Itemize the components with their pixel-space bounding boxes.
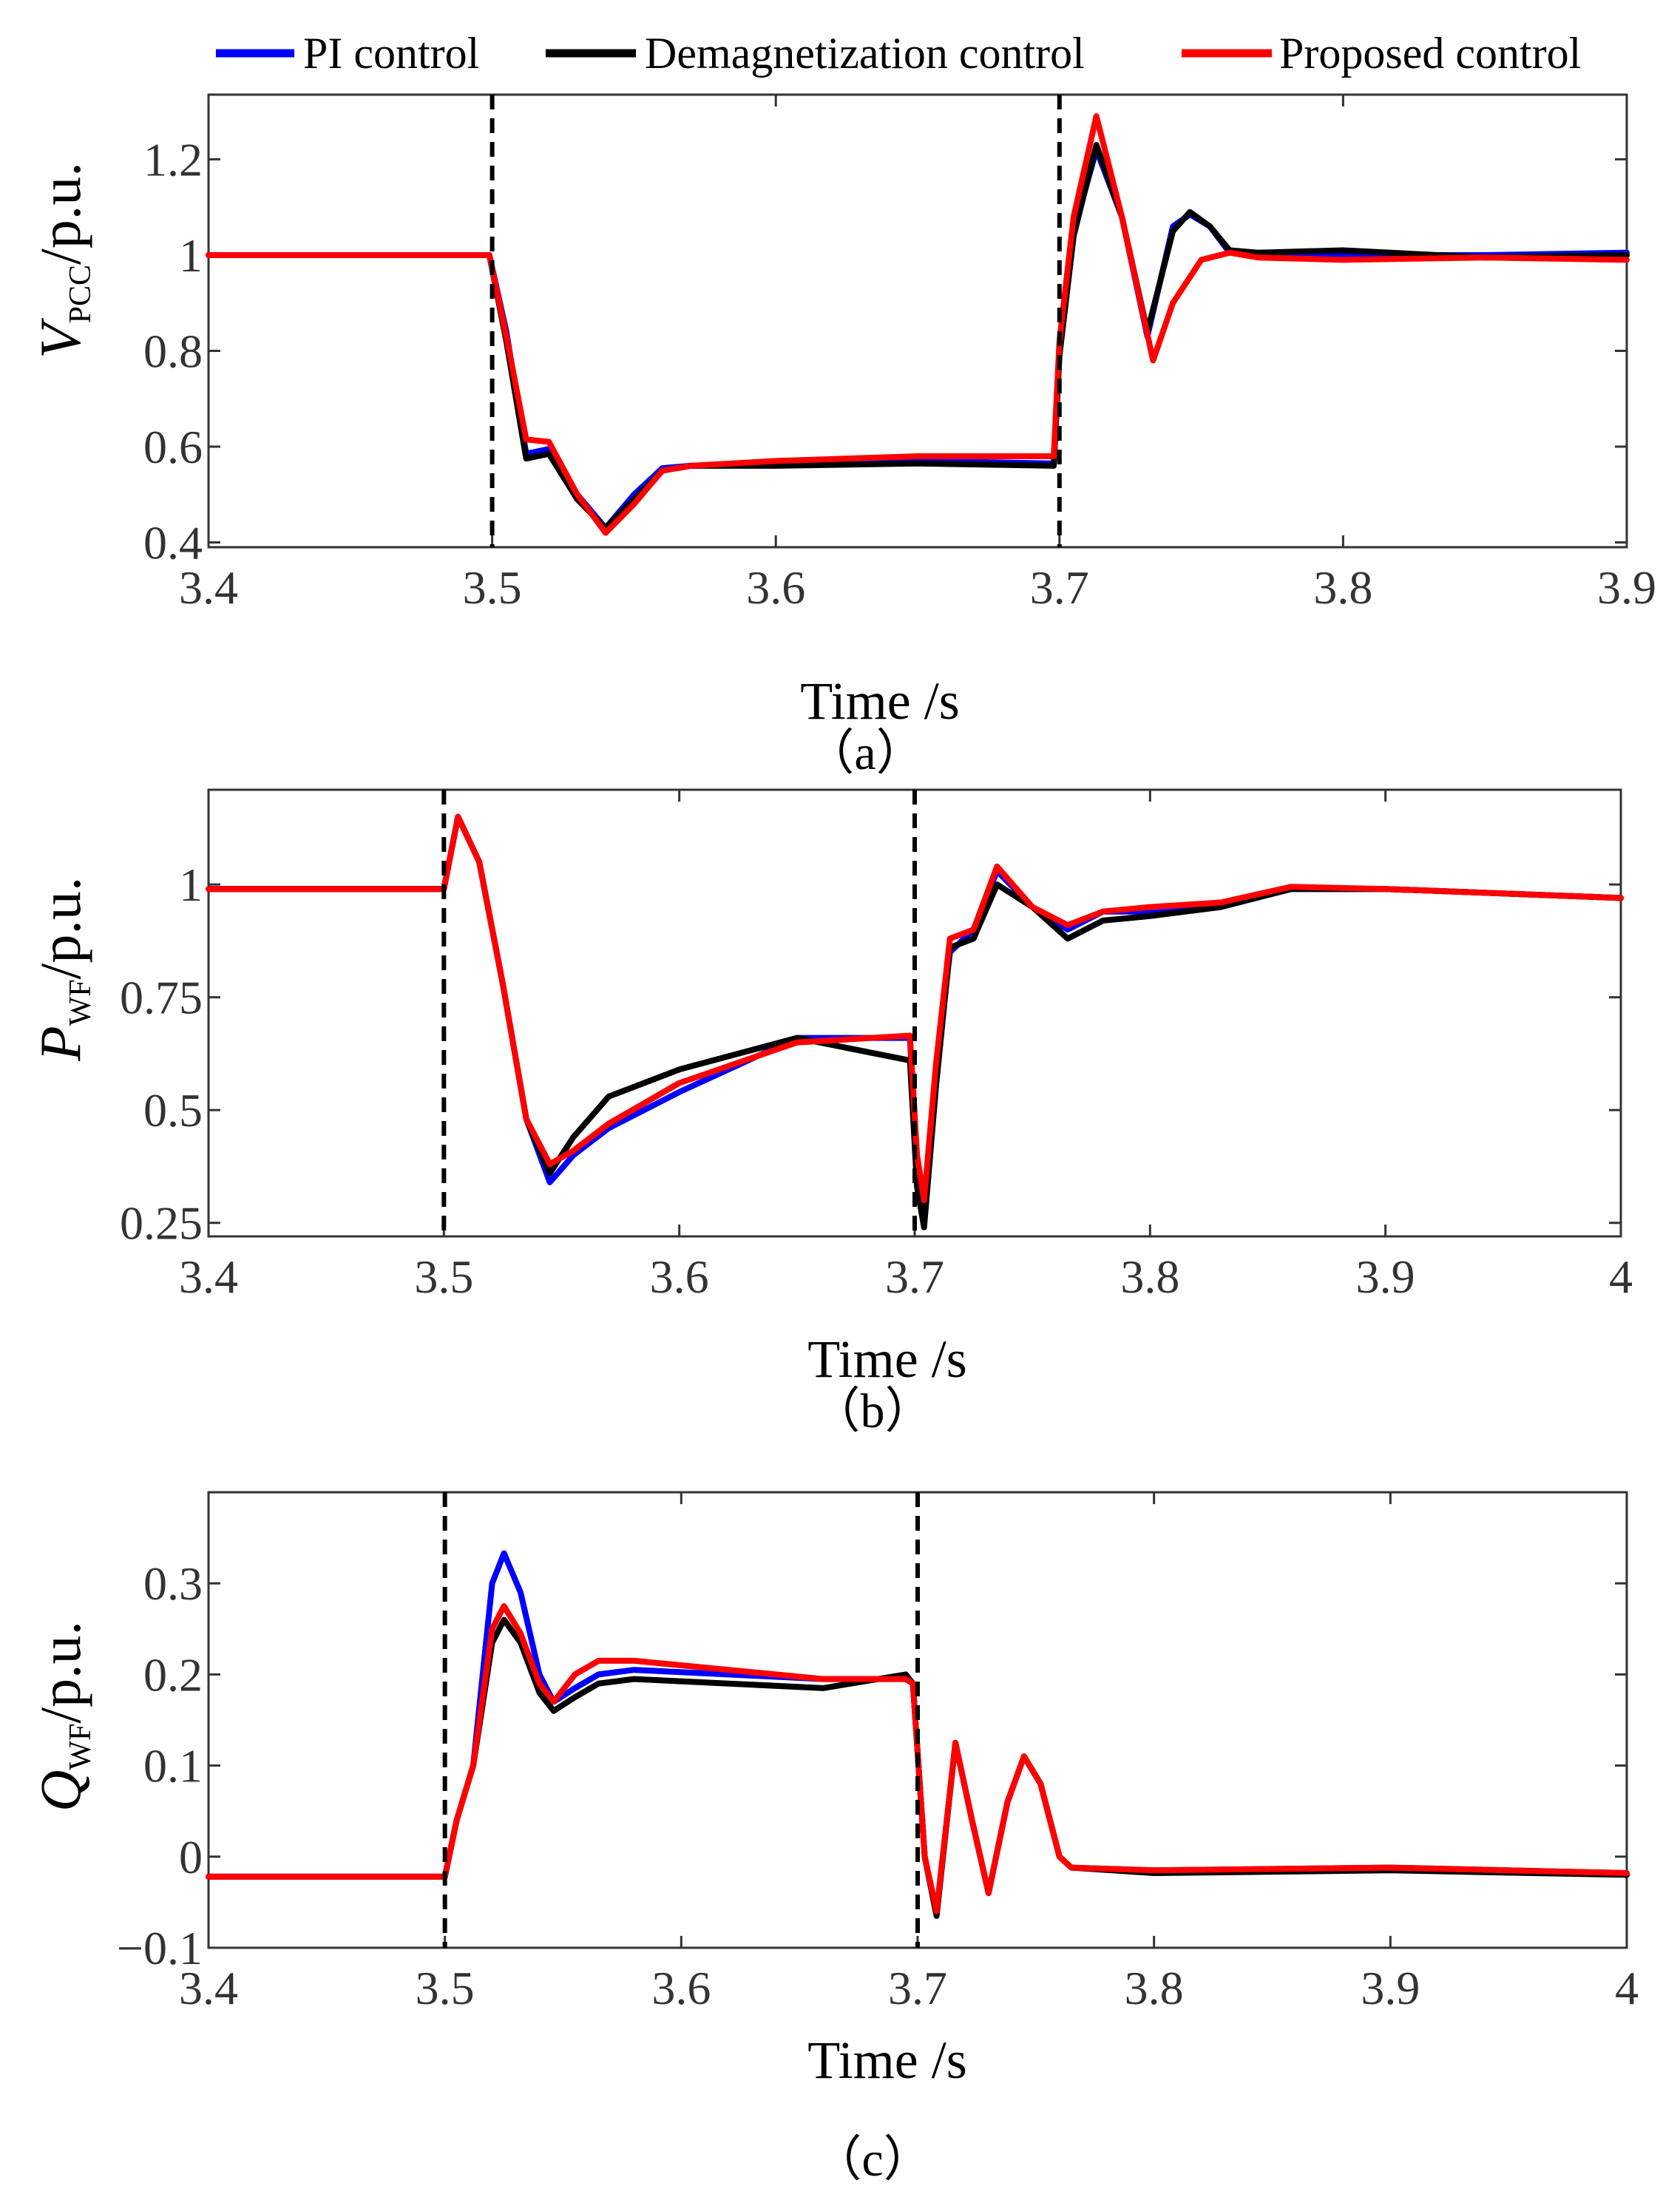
x-tick-label: 3.5 xyxy=(463,561,522,614)
series-line-proposed-control xyxy=(206,813,1624,1204)
x-tick-label: 3.5 xyxy=(416,1962,475,2014)
legend-label-demag: Demagnetization control xyxy=(645,29,1085,78)
panel-c-ylabel-unit: /p.u. xyxy=(28,1621,92,1724)
x-tick-label: 3.9 xyxy=(1361,1962,1420,2014)
panel-b-ylabel-main: P xyxy=(28,1026,92,1062)
y-tick-label: 0.8 xyxy=(143,325,203,377)
x-tick-label: 3.6 xyxy=(650,1250,709,1303)
series-line-pi-control xyxy=(206,146,1630,532)
series-line-proposed-control xyxy=(206,1603,1630,1914)
y-tick-label: 1 xyxy=(179,229,203,282)
panel-a-frame xyxy=(207,93,1628,549)
panel-a-xlabel: Time /s xyxy=(800,671,959,731)
chart-panel-a: 3.4 3.5 3.6 3.7 3.8 3.9 0.4 0.6 0.8 1 1.2 VPCC/p.u… xyxy=(28,93,1656,780)
x-tick-label: 4 xyxy=(1615,1962,1639,2014)
y-tick-label: 1 xyxy=(179,859,203,911)
series-line-demagnetization-control xyxy=(206,142,1630,532)
y-tick-label: 0.2 xyxy=(143,1648,203,1701)
x-tick-label: 3.7 xyxy=(888,1962,947,2014)
panel-c-marks: 3.4 3.5 3.6 3.7 3.8 3.9 4 −0.1 0 0.1 0.2 0.3 xyxy=(117,1491,1639,2014)
legend: PI control Demagnetization control Propo… xyxy=(216,29,1581,78)
chart-panel-c: 3.4 3.5 3.6 3.7 3.8 3.9 4 −0.1 0 0.1 0.2 0.3 QWF/p.… xyxy=(28,1491,1639,2187)
y-tick-label: 0.6 xyxy=(143,421,203,473)
panel-a-marks: 3.4 3.5 3.6 3.7 3.8 3.9 0.4 0.6 0.8 1 1.2 xyxy=(143,93,1656,614)
panel-c-ylabel-main: Q xyxy=(28,1770,92,1812)
y-tick-label: 1.2 xyxy=(143,133,203,186)
x-tick-label: 3.8 xyxy=(1120,1250,1179,1303)
x-tick-label: 3.9 xyxy=(1356,1250,1415,1303)
series-line-proposed-control xyxy=(206,113,1630,536)
x-tick-label: 3.4 xyxy=(179,1962,238,2014)
y-tick-label: 0.75 xyxy=(120,972,203,1024)
x-tick-label: 3.4 xyxy=(179,1250,238,1303)
x-tick-label: 3.8 xyxy=(1125,1962,1184,2014)
x-tick-label: 4 xyxy=(1609,1250,1633,1303)
panel-a-ylabel-unit: /p.u. xyxy=(28,162,92,265)
chart-panel-b: 3.4 3.5 3.6 3.7 3.8 3.9 4 0.25 0.5 0.75 1 PWF/p.u.… xyxy=(28,788,1633,1438)
panel-b-xlabel: Time /s xyxy=(807,1330,966,1389)
y-tick-label: 0.25 xyxy=(120,1197,203,1250)
panel-b-marks: 3.4 3.5 3.6 3.7 3.8 3.9 4 0.25 0.5 0.75 1 xyxy=(120,788,1633,1303)
panel-b-label: （b） xyxy=(812,1384,934,1438)
y-tick-label: 0.3 xyxy=(143,1557,203,1610)
panel-a-ylabel-main: V xyxy=(28,317,92,359)
y-tick-label: −0.1 xyxy=(117,1922,203,1974)
panel-b-ylabel-unit: /p.u. xyxy=(28,877,92,980)
x-tick-label: 3.6 xyxy=(746,561,805,614)
x-tick-label: 3.5 xyxy=(414,1250,473,1303)
panel-a-ylabel: VPCC/p.u. xyxy=(28,162,98,359)
y-tick-label: 0.5 xyxy=(143,1084,203,1137)
panel-c-xlabel: Time /s xyxy=(807,2031,966,2090)
panel-c-ylabel: QWF/p.u. xyxy=(28,1621,98,1812)
series-line-demagnetization-control xyxy=(206,813,1624,1230)
panel-a-label: （a） xyxy=(805,726,924,780)
x-tick-label: 3.8 xyxy=(1313,561,1372,614)
y-tick-label: 0 xyxy=(179,1831,203,1883)
panel-a-ylabel-sub: PCC xyxy=(64,265,98,323)
x-tick-label: 3.7 xyxy=(1030,561,1089,614)
panel-c-ylabel-sub: WF xyxy=(64,1724,98,1770)
x-tick-label: 3.9 xyxy=(1597,561,1656,614)
legend-label-proposed: Proposed control xyxy=(1279,29,1581,78)
x-tick-label: 3.7 xyxy=(885,1250,944,1303)
panel-b-ylabel: PWF/p.u. xyxy=(28,877,98,1062)
panel-b-ylabel-sub: WF xyxy=(64,979,98,1026)
legend-label-pi: PI control xyxy=(303,29,479,78)
panel-c-label: （c） xyxy=(813,2133,932,2187)
y-tick-label: 0.1 xyxy=(143,1740,203,1792)
x-tick-label: 3.4 xyxy=(179,561,238,614)
x-tick-label: 3.6 xyxy=(651,1962,711,2014)
y-tick-label: 0.4 xyxy=(143,517,203,569)
